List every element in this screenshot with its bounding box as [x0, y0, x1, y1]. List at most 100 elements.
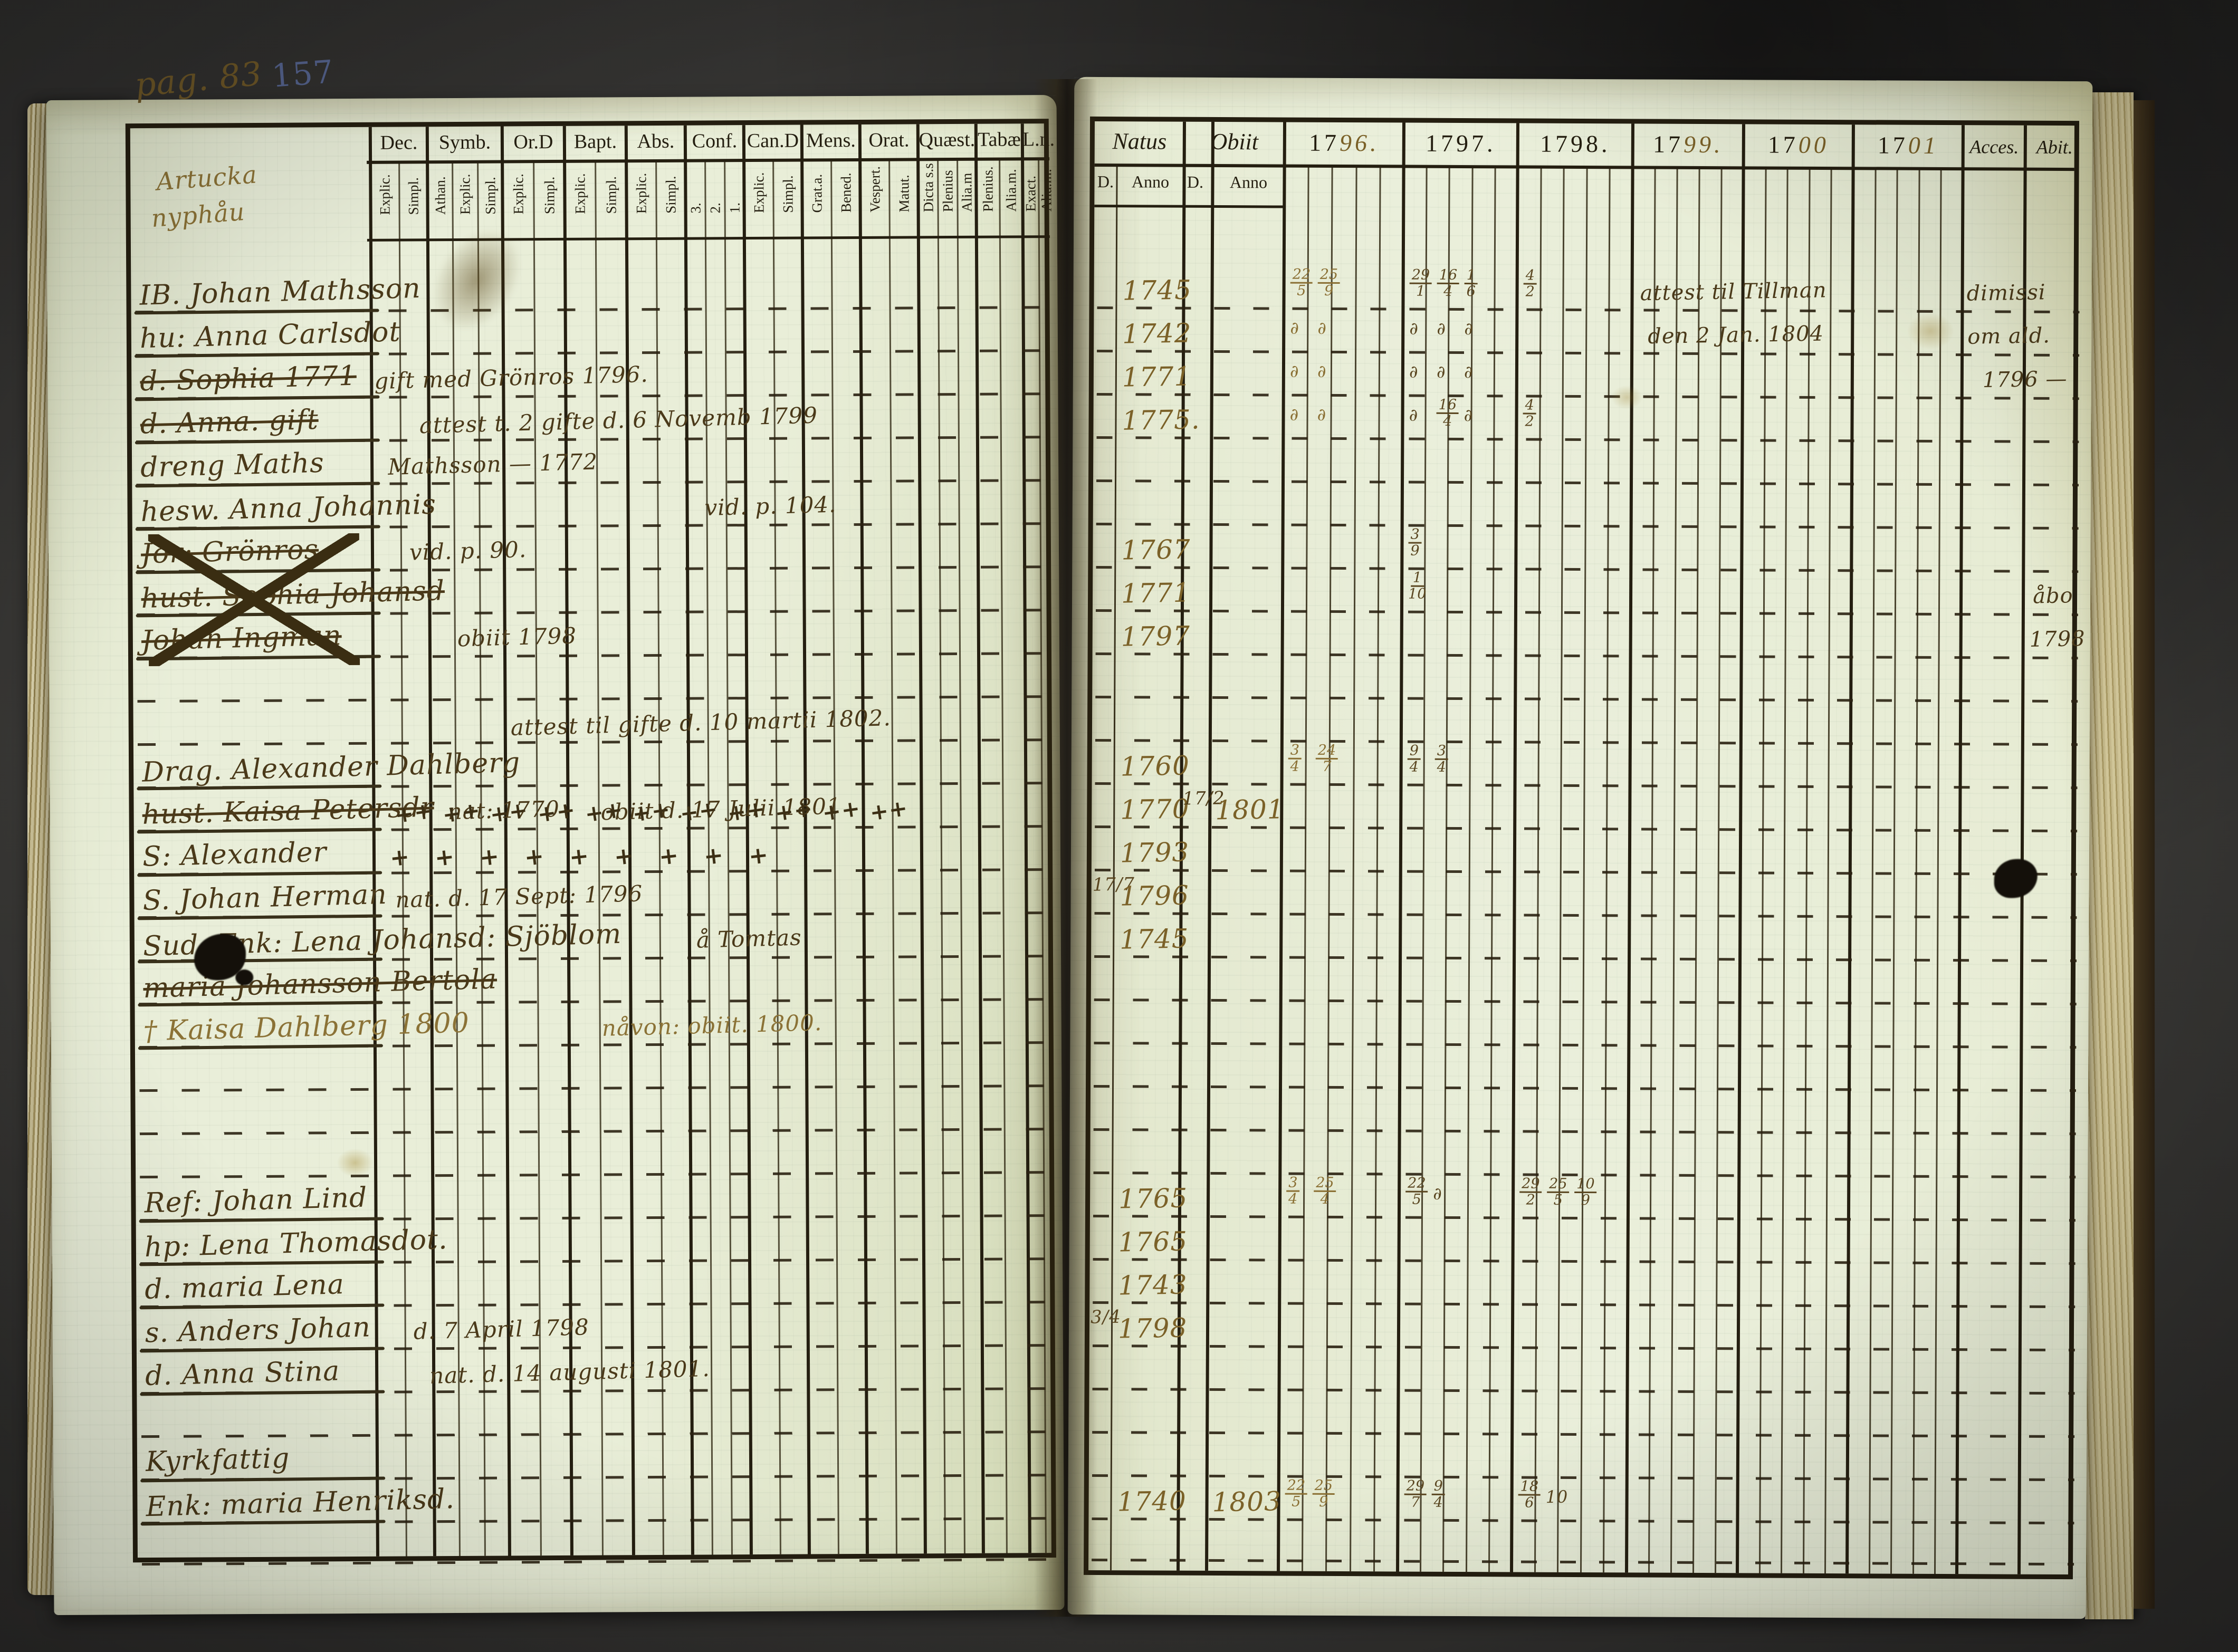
communion-mark: ++ [488, 796, 530, 828]
natus-year: 1742 [1122, 318, 1192, 350]
header-rule [1094, 163, 2074, 171]
column-sublabel: Dicta s.s [920, 163, 936, 213]
column-divider [1845, 124, 1855, 1574]
column-sublabel: Simpl. [541, 176, 558, 215]
fraction-numerator: 16 [1436, 397, 1459, 415]
column-divider [1277, 122, 1286, 1571]
natus-year: 1796 [1120, 880, 1190, 912]
margin-note: den 2 Jan. 1804 [1647, 321, 1824, 349]
column-divider [974, 123, 985, 1553]
fraction-numerator: 29 [1519, 1176, 1542, 1194]
fraction-denominator: 4 [1443, 413, 1452, 430]
margin-note: om ald. [1967, 323, 2051, 349]
fraction-numerator: 9 [1431, 1478, 1445, 1496]
fraction-numerator: 10 [1574, 1176, 1597, 1194]
communion-delta-mark: ∂ [1436, 318, 1447, 339]
row-line [1095, 738, 2078, 746]
right-register-table: Natus Obiit 1796. 1797. 1798. 1799. 1700 1701 Ac… [1083, 116, 2086, 1580]
header-rule [1094, 204, 1285, 208]
column-sublabel: Plenius [939, 170, 956, 213]
entry-note: nat. d. 14 augusti 1801. [429, 1355, 711, 1389]
left-page: pag. 83 157 Artucka nyphåu Dec. Explic. Si… [46, 53, 1065, 1615]
column-sublabel: Explic. [750, 172, 767, 214]
row-line [139, 1084, 1055, 1092]
row-line [1095, 695, 2078, 703]
fraction-denominator: 10 [1408, 585, 1427, 603]
communion-mark: + [702, 841, 725, 871]
column-sublabel: 3. [687, 203, 704, 214]
communion-delta-mark: ∂ [1317, 318, 1327, 339]
fraction-numerator: 18 [1518, 1478, 1541, 1496]
column-sublabel: Explic. [572, 173, 588, 214]
year-handwritten: 99. [1683, 130, 1724, 158]
communion-delta-mark: ∂ [1464, 405, 1474, 426]
entry-underline [135, 438, 380, 445]
column-sublabel: 2. [707, 203, 723, 214]
communion-mark: ++ [868, 794, 910, 826]
column-sublabel: Bened. [837, 172, 854, 213]
column-sublabel: Simpl. [482, 177, 499, 215]
column-divider [562, 126, 573, 1555]
communion-delta-mark: ∂ [1409, 318, 1419, 339]
communion-delta-mark: 10 [1545, 1486, 1568, 1507]
entry-note: vid. p. 104. [704, 491, 837, 521]
entry-name: S. Johan Herman [142, 878, 388, 917]
row-line [142, 1558, 1057, 1566]
year-title: 1701 [1853, 131, 1963, 159]
left-register-table: Dec. Explic. Simpl. Symb. Athan. Explic. Simpl… [125, 119, 1057, 1566]
entry-name: maria Johansson Bertola [142, 963, 498, 1005]
column-divider [1020, 123, 1031, 1553]
year-printed: 17 [1877, 131, 1908, 159]
row-line [1093, 1214, 2076, 1222]
row-line [1095, 609, 2078, 617]
fraction-denominator: 4 [1290, 758, 1299, 775]
fraction-denominator: 5 [1553, 1192, 1563, 1209]
year-printed: 17 [1308, 129, 1340, 156]
row-line [1094, 868, 2077, 876]
entry-note: obiit 1798 [457, 622, 577, 652]
entry-note: d. 7 April 1798 [413, 1314, 590, 1344]
row-line [137, 738, 1053, 746]
fraction-denominator: 9 [1319, 1494, 1328, 1511]
fraction-numerator: 1 [1464, 267, 1478, 285]
fraction-denominator: 2 [1526, 1192, 1535, 1208]
anno-sublabel: Anno [1131, 172, 1170, 191]
entry-note: vid. p. 90. [409, 536, 527, 565]
communion-mark: + [433, 843, 456, 872]
fraction-numerator: 22 [1405, 1175, 1428, 1193]
fraction-numerator: 1 [1410, 570, 1424, 588]
d-sublabel: D. [1097, 171, 1114, 191]
communion-mark: ++ [583, 796, 625, 828]
obiit-year: 1801 [1214, 794, 1285, 826]
row-line [1095, 652, 2078, 660]
entry-name: hu: Anna Carlsdot [139, 316, 401, 355]
communion-delta-mark: ∂ [1317, 361, 1327, 381]
column-divider [1955, 125, 1965, 1574]
fraction-denominator: 9 [1581, 1192, 1590, 1209]
row-line [1095, 825, 2078, 833]
communion-mark: ++ [535, 796, 578, 828]
natus-year: 1740 [1117, 1485, 1187, 1517]
column-divider [916, 124, 927, 1554]
year-printed: 1797. [1425, 129, 1496, 157]
entry-note: nåvon: obiit. 1800. [601, 1009, 822, 1041]
fraction-numerator: 16 [1437, 267, 1460, 285]
fraction-denominator: 5 [1292, 1493, 1301, 1511]
column-divider [800, 124, 811, 1554]
natus-title: Natus [1112, 128, 1167, 155]
column-sublabel: Vespert. [866, 166, 883, 213]
margin-note: 1798 [2029, 627, 2086, 652]
fraction-numerator: 3 [1286, 1175, 1300, 1193]
column-divider [1396, 122, 1405, 1572]
fraction-denominator: 5 [1412, 1191, 1421, 1208]
communion-mark: + [747, 841, 770, 870]
communion-delta-mark: ∂ [1436, 361, 1446, 382]
natus-year: 1745 [1119, 923, 1189, 955]
row-line [1096, 522, 2079, 530]
communion-mark: + [478, 842, 501, 872]
communion-delta-mark: ∂ [1317, 404, 1327, 425]
fraction-numerator: 4 [1523, 267, 1537, 285]
